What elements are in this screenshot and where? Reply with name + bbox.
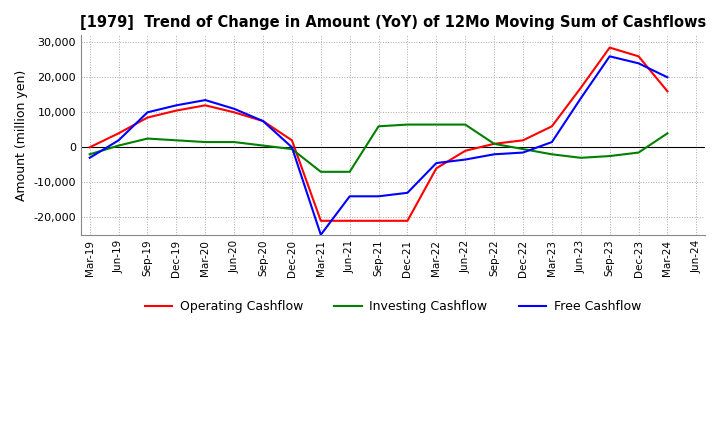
Free Cashflow	[201, 97, 210, 103]
Free Cashflow	[143, 110, 152, 115]
Legend: Operating Cashflow, Investing Cashflow, Free Cashflow: Operating Cashflow, Investing Cashflow, …	[140, 295, 647, 318]
Free Cashflow	[634, 61, 643, 66]
Operating Cashflow	[258, 118, 267, 124]
Investing Cashflow	[432, 122, 441, 127]
Free Cashflow	[374, 194, 383, 199]
Operating Cashflow	[114, 131, 123, 136]
Line: Operating Cashflow: Operating Cashflow	[90, 48, 667, 221]
Line: Investing Cashflow: Investing Cashflow	[90, 125, 667, 172]
Investing Cashflow	[172, 138, 181, 143]
Free Cashflow	[403, 190, 412, 195]
Free Cashflow	[577, 95, 585, 101]
Investing Cashflow	[490, 141, 498, 147]
Operating Cashflow	[548, 124, 557, 129]
Investing Cashflow	[518, 147, 527, 152]
Operating Cashflow	[172, 108, 181, 113]
Operating Cashflow	[317, 218, 325, 224]
Operating Cashflow	[663, 89, 672, 94]
Investing Cashflow	[86, 152, 94, 157]
Free Cashflow	[114, 138, 123, 143]
Operating Cashflow	[577, 85, 585, 91]
Investing Cashflow	[461, 122, 469, 127]
Operating Cashflow	[143, 115, 152, 120]
Investing Cashflow	[230, 139, 238, 145]
Operating Cashflow	[432, 166, 441, 171]
Free Cashflow	[663, 75, 672, 80]
Investing Cashflow	[663, 131, 672, 136]
Operating Cashflow	[606, 45, 614, 50]
Free Cashflow	[230, 106, 238, 111]
Operating Cashflow	[346, 218, 354, 224]
Operating Cashflow	[230, 110, 238, 115]
Title: [1979]  Trend of Change in Amount (YoY) of 12Mo Moving Sum of Cashflows: [1979] Trend of Change in Amount (YoY) o…	[80, 15, 706, 30]
Investing Cashflow	[606, 154, 614, 159]
Investing Cashflow	[548, 152, 557, 157]
Free Cashflow	[548, 139, 557, 145]
Investing Cashflow	[577, 155, 585, 161]
Investing Cashflow	[201, 139, 210, 145]
Free Cashflow	[518, 150, 527, 155]
Free Cashflow	[461, 157, 469, 162]
Investing Cashflow	[346, 169, 354, 174]
Investing Cashflow	[374, 124, 383, 129]
Investing Cashflow	[114, 143, 123, 148]
Free Cashflow	[172, 103, 181, 108]
Free Cashflow	[346, 194, 354, 199]
Line: Free Cashflow: Free Cashflow	[90, 56, 667, 235]
Operating Cashflow	[634, 54, 643, 59]
Free Cashflow	[287, 145, 296, 150]
Investing Cashflow	[258, 143, 267, 148]
Free Cashflow	[258, 118, 267, 124]
Free Cashflow	[432, 161, 441, 166]
Investing Cashflow	[317, 169, 325, 174]
Investing Cashflow	[403, 122, 412, 127]
Operating Cashflow	[490, 141, 498, 147]
Free Cashflow	[86, 155, 94, 161]
Investing Cashflow	[634, 150, 643, 155]
Operating Cashflow	[403, 218, 412, 224]
Operating Cashflow	[201, 103, 210, 108]
Free Cashflow	[317, 232, 325, 238]
Operating Cashflow	[518, 138, 527, 143]
Free Cashflow	[606, 54, 614, 59]
Investing Cashflow	[287, 147, 296, 152]
Operating Cashflow	[461, 148, 469, 154]
Investing Cashflow	[143, 136, 152, 141]
Operating Cashflow	[287, 138, 296, 143]
Operating Cashflow	[86, 145, 94, 150]
Y-axis label: Amount (million yen): Amount (million yen)	[15, 70, 28, 201]
Free Cashflow	[490, 152, 498, 157]
Operating Cashflow	[374, 218, 383, 224]
